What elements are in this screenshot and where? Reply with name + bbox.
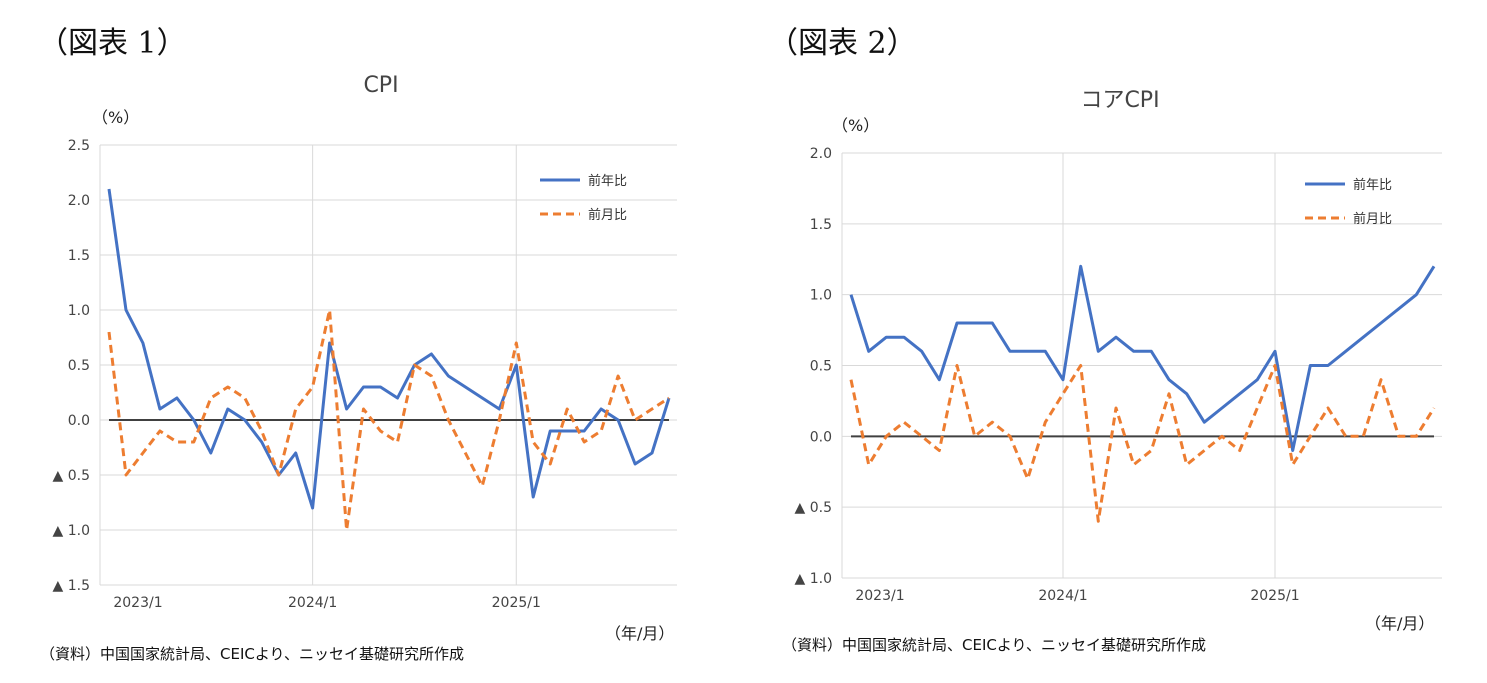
- y-tick-label: 2.0: [810, 146, 832, 162]
- chart-title: CPI: [363, 73, 399, 98]
- y-tick-label: 1.0: [68, 303, 90, 319]
- chart-panel-2: （図表 2） コアCPI （%） 2.0 1.5 1.0 0.5 0.0 ▲ 0.5 ▲ 1…: [740, 0, 1487, 683]
- figure-label: （図表 2）: [768, 26, 917, 61]
- series-line-yoy: [107, 188, 671, 510]
- x-unit-label: （年/月）: [1365, 614, 1435, 633]
- cpi-line-chart: 2.5 2.0 1.5 1.0 0.5 0.0 ▲ 0.5 ▲ 1.0 ▲ 1.5 2023/1 2…: [53, 138, 677, 611]
- y-tick-label: 1.0: [810, 288, 832, 304]
- chart-panel-1: （図表 1） CPI （%） 2.5 2.0 1.5 1.0 0.5 0.0 ▲ 0.5 ▲ …: [0, 0, 740, 683]
- y-unit-label: （%）: [832, 116, 880, 135]
- y-tick-label: 0.0: [810, 429, 832, 445]
- series-line-mom: [107, 308, 670, 532]
- series-line-yoy: [849, 264, 1436, 452]
- y-tick-label: 0.5: [810, 359, 832, 375]
- legend-label: 前月比: [1353, 211, 1392, 227]
- x-tick-label: 2023/1: [113, 595, 162, 611]
- figure-label: （図表 1）: [38, 26, 187, 61]
- y-tick-label: 0.5: [68, 358, 90, 374]
- y-unit-label: （%）: [92, 108, 140, 127]
- y-tick-label: ▲ 1.0: [53, 523, 90, 539]
- x-tick-label: 2024/1: [1038, 588, 1087, 604]
- x-tick-label: 2025/1: [492, 595, 541, 611]
- series-line-mom: [849, 364, 1436, 523]
- chart-title: コアCPI: [1080, 88, 1160, 113]
- y-tick-label: ▲ 1.5: [53, 578, 90, 594]
- y-tick-label: 1.5: [68, 248, 90, 264]
- y-tick-label: 2.0: [68, 193, 90, 209]
- core-cpi-line-chart: 2.0 1.5 1.0 0.5 0.0 ▲ 0.5 ▲ 1.0 2023/1 2024/1 202…: [795, 146, 1442, 604]
- x-tick-label: 2024/1: [288, 595, 337, 611]
- legend-label: 前年比: [1353, 177, 1392, 193]
- y-tick-label: 1.5: [810, 217, 832, 233]
- y-tick-label: ▲ 1.0: [795, 571, 832, 587]
- y-tick-label: ▲ 0.5: [53, 468, 90, 484]
- y-tick-label: ▲ 0.5: [795, 500, 832, 516]
- x-tick-label: 2023/1: [855, 588, 904, 604]
- y-tick-label: 2.5: [68, 138, 90, 154]
- x-tick-label: 2025/1: [1250, 588, 1299, 604]
- legend-label: 前月比: [588, 207, 627, 223]
- legend-label: 前年比: [588, 173, 627, 189]
- source-note: （資料）中国国家統計局、CEICより、ニッセイ基礎研究所作成: [782, 636, 1206, 654]
- y-tick-label: 0.0: [68, 413, 90, 429]
- x-unit-label: （年/月）: [605, 624, 675, 643]
- source-note: （資料）中国国家統計局、CEICより、ニッセイ基礎研究所作成: [40, 645, 464, 663]
